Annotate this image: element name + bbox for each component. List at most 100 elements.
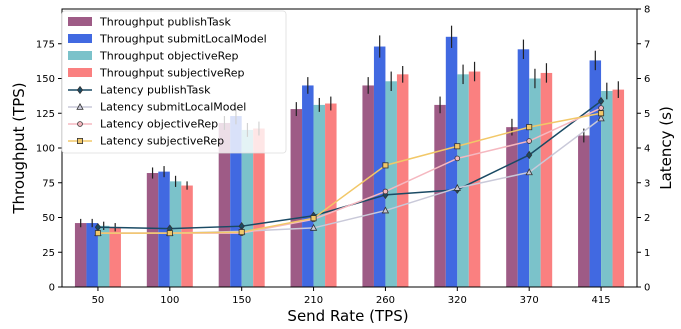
bar: [74, 223, 87, 287]
axes: 0 25 50 75 100 125 150 175 0 1 2 3 4 5 6 7 8 50 100 150 210 2…: [36, 5, 650, 307]
line-series: [97, 112, 602, 234]
bar: [290, 109, 303, 287]
line-point: [238, 229, 245, 236]
line-point: [598, 105, 604, 111]
y-axis-label: Throughput (TPS): [10, 82, 28, 214]
x-tick-label: 100: [160, 295, 179, 306]
x-tick-label: 370: [520, 295, 539, 306]
bar: [589, 60, 602, 288]
bar: [373, 46, 386, 287]
bar: [457, 74, 469, 287]
bar: [230, 116, 242, 287]
y-tick-label: 50: [42, 213, 55, 224]
y-tick-label: 150: [36, 74, 55, 85]
bar: [468, 71, 481, 287]
bar: [313, 104, 326, 287]
y-tick-label: 125: [36, 109, 55, 120]
plot-area: [74, 25, 625, 288]
line-point: [525, 168, 533, 176]
bar: [146, 173, 159, 287]
line-point: [598, 110, 605, 117]
y2-tick-label: 7: [644, 39, 650, 50]
bar: [540, 72, 553, 287]
line-point: [76, 102, 84, 110]
bar: [578, 135, 590, 287]
line-point: [454, 143, 461, 150]
y2-tick-label: 0: [644, 283, 650, 294]
bar: [86, 223, 98, 287]
bar: [181, 185, 193, 287]
bar: [529, 78, 541, 287]
bar: [241, 129, 254, 287]
legend-label: Throughput subjectiveRep: [99, 67, 245, 80]
legend-swatch: [68, 17, 92, 26]
bar: [302, 85, 314, 287]
legend-swatch: [68, 34, 92, 43]
legend-box: [61, 10, 287, 154]
legend-label: Throughput objectiveRep: [99, 50, 239, 63]
bar: [396, 74, 409, 287]
line-point: [526, 150, 533, 160]
y2-axis-label: Latency (s): [657, 106, 675, 190]
y2-tick-label: 4: [644, 144, 650, 155]
line-point: [94, 230, 101, 237]
bar: [517, 49, 530, 288]
x-tick-label: 150: [232, 295, 251, 306]
line-point: [526, 124, 533, 131]
bar: [506, 127, 518, 288]
line-point: [597, 114, 605, 122]
legend-label: Latency submitLocalModel: [100, 101, 246, 114]
legend-label: Latency objectiveRep: [100, 118, 218, 131]
line-point: [382, 188, 389, 195]
bar: [253, 128, 265, 287]
bar: [97, 225, 110, 287]
x-tick-label: 260: [376, 295, 395, 306]
y-tick-label: 100: [36, 144, 55, 155]
line-point: [309, 223, 318, 231]
y-tick-label: 25: [42, 248, 55, 259]
line-point: [526, 138, 532, 144]
x-tick-label: 320: [448, 295, 467, 306]
bar: [434, 104, 446, 287]
x-tick-label: 210: [304, 295, 323, 306]
latency-lines: [94, 96, 605, 237]
legend-label: Throughput publishTask: [99, 16, 232, 29]
x-axis-label: Send Rate (TPS): [287, 307, 408, 325]
y2-tick-label: 3: [644, 178, 650, 189]
bar: [158, 171, 170, 287]
y2-tick-label: 8: [644, 5, 650, 16]
line-point: [381, 206, 390, 214]
x-tick-label: 50: [92, 295, 105, 306]
bar: [385, 81, 397, 287]
legend-label: Latency subjectiveRep: [100, 135, 224, 148]
x-tick-label: 415: [592, 295, 611, 306]
legend: Throughput publishTask Throughput submitL…: [61, 10, 287, 154]
line-point: [77, 121, 83, 127]
bar: [325, 103, 337, 288]
legend-swatch: [68, 51, 92, 60]
line-point: [310, 215, 317, 222]
line-point: [597, 96, 605, 106]
bar: [362, 85, 374, 287]
line-point: [166, 230, 173, 237]
y-tick-label: 75: [42, 178, 55, 189]
y2-tick-label: 1: [644, 248, 650, 259]
y2-tick-label: 2: [644, 213, 650, 224]
legend-label: Latency publishTask: [100, 84, 211, 97]
line-point: [382, 162, 389, 169]
bar: [445, 36, 458, 287]
y-tick-label: 0: [49, 283, 55, 294]
legend-label: Throughput submitLocalModel: [99, 33, 267, 46]
legend-swatch: [68, 68, 92, 77]
bar: [109, 227, 121, 287]
y2-tick-label: 6: [644, 74, 650, 85]
bar: [601, 91, 613, 287]
line-point: [76, 85, 84, 95]
bar: [169, 181, 182, 287]
bar: [218, 122, 231, 287]
y2-tick-label: 5: [644, 109, 650, 120]
line-point: [453, 183, 461, 191]
y-tick-label: 175: [36, 39, 55, 50]
bar: [612, 89, 625, 288]
